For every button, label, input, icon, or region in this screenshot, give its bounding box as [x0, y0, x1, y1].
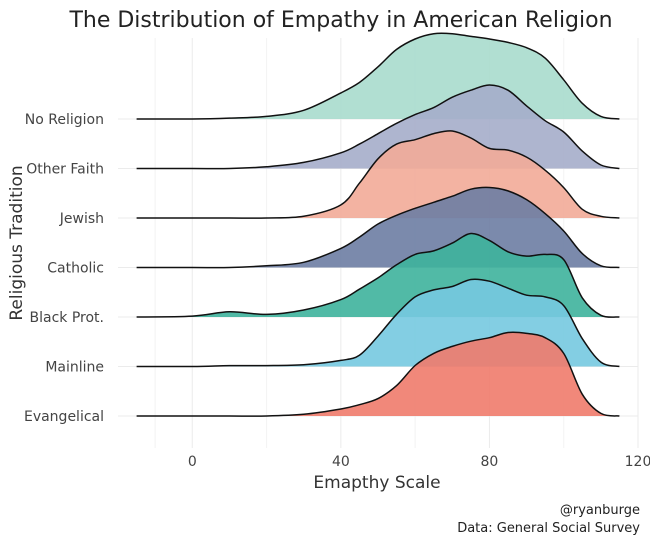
- x-tick-label: 120: [625, 454, 650, 470]
- y-tick-label: Mainline: [45, 360, 104, 376]
- caption-handle: @ryanburge: [560, 503, 640, 518]
- ridge-no-religion: [136, 32, 620, 120]
- ridges: [136, 32, 620, 417]
- x-tick-labels: 0 40 80 120: [188, 454, 650, 470]
- y-tick-label: Catholic: [47, 261, 104, 277]
- y-tick-label: Black Prot.: [30, 310, 104, 326]
- x-tick-label: 0: [188, 454, 197, 470]
- x-axis-title: Emapthy Scale: [313, 473, 440, 493]
- y-tick-label: No Religion: [25, 112, 104, 128]
- y-axis-title: Religious Tradition: [7, 165, 27, 320]
- ridge-other-faith: [136, 84, 620, 170]
- y-tick-label: Evangelical: [24, 409, 104, 425]
- ridge-outline: [136, 186, 620, 269]
- x-tick-label: 80: [481, 454, 499, 470]
- y-tick-label: Other Faith: [26, 162, 104, 178]
- ridge-fill: [136, 33, 620, 120]
- ridge-outline: [136, 331, 620, 417]
- ridge-outline: [136, 278, 620, 368]
- ridge-outline: [136, 84, 620, 170]
- y-tick-labels: No Religion Other Faith Jewish Catholic Blac…: [24, 112, 104, 425]
- ridge-outline: [136, 32, 620, 120]
- y-tick-label: Jewish: [59, 211, 104, 227]
- x-tick-label: 40: [332, 454, 350, 470]
- ridge-evangelical: [136, 331, 620, 417]
- caption-source: Data: General Social Survey: [457, 521, 640, 536]
- ridge-fill: [136, 332, 620, 417]
- chart-title: The Distribution of Empathy in American …: [68, 8, 612, 33]
- ridge-outline: [136, 130, 620, 219]
- ridge-outline: [136, 232, 620, 318]
- ridge-fill: [136, 85, 620, 169]
